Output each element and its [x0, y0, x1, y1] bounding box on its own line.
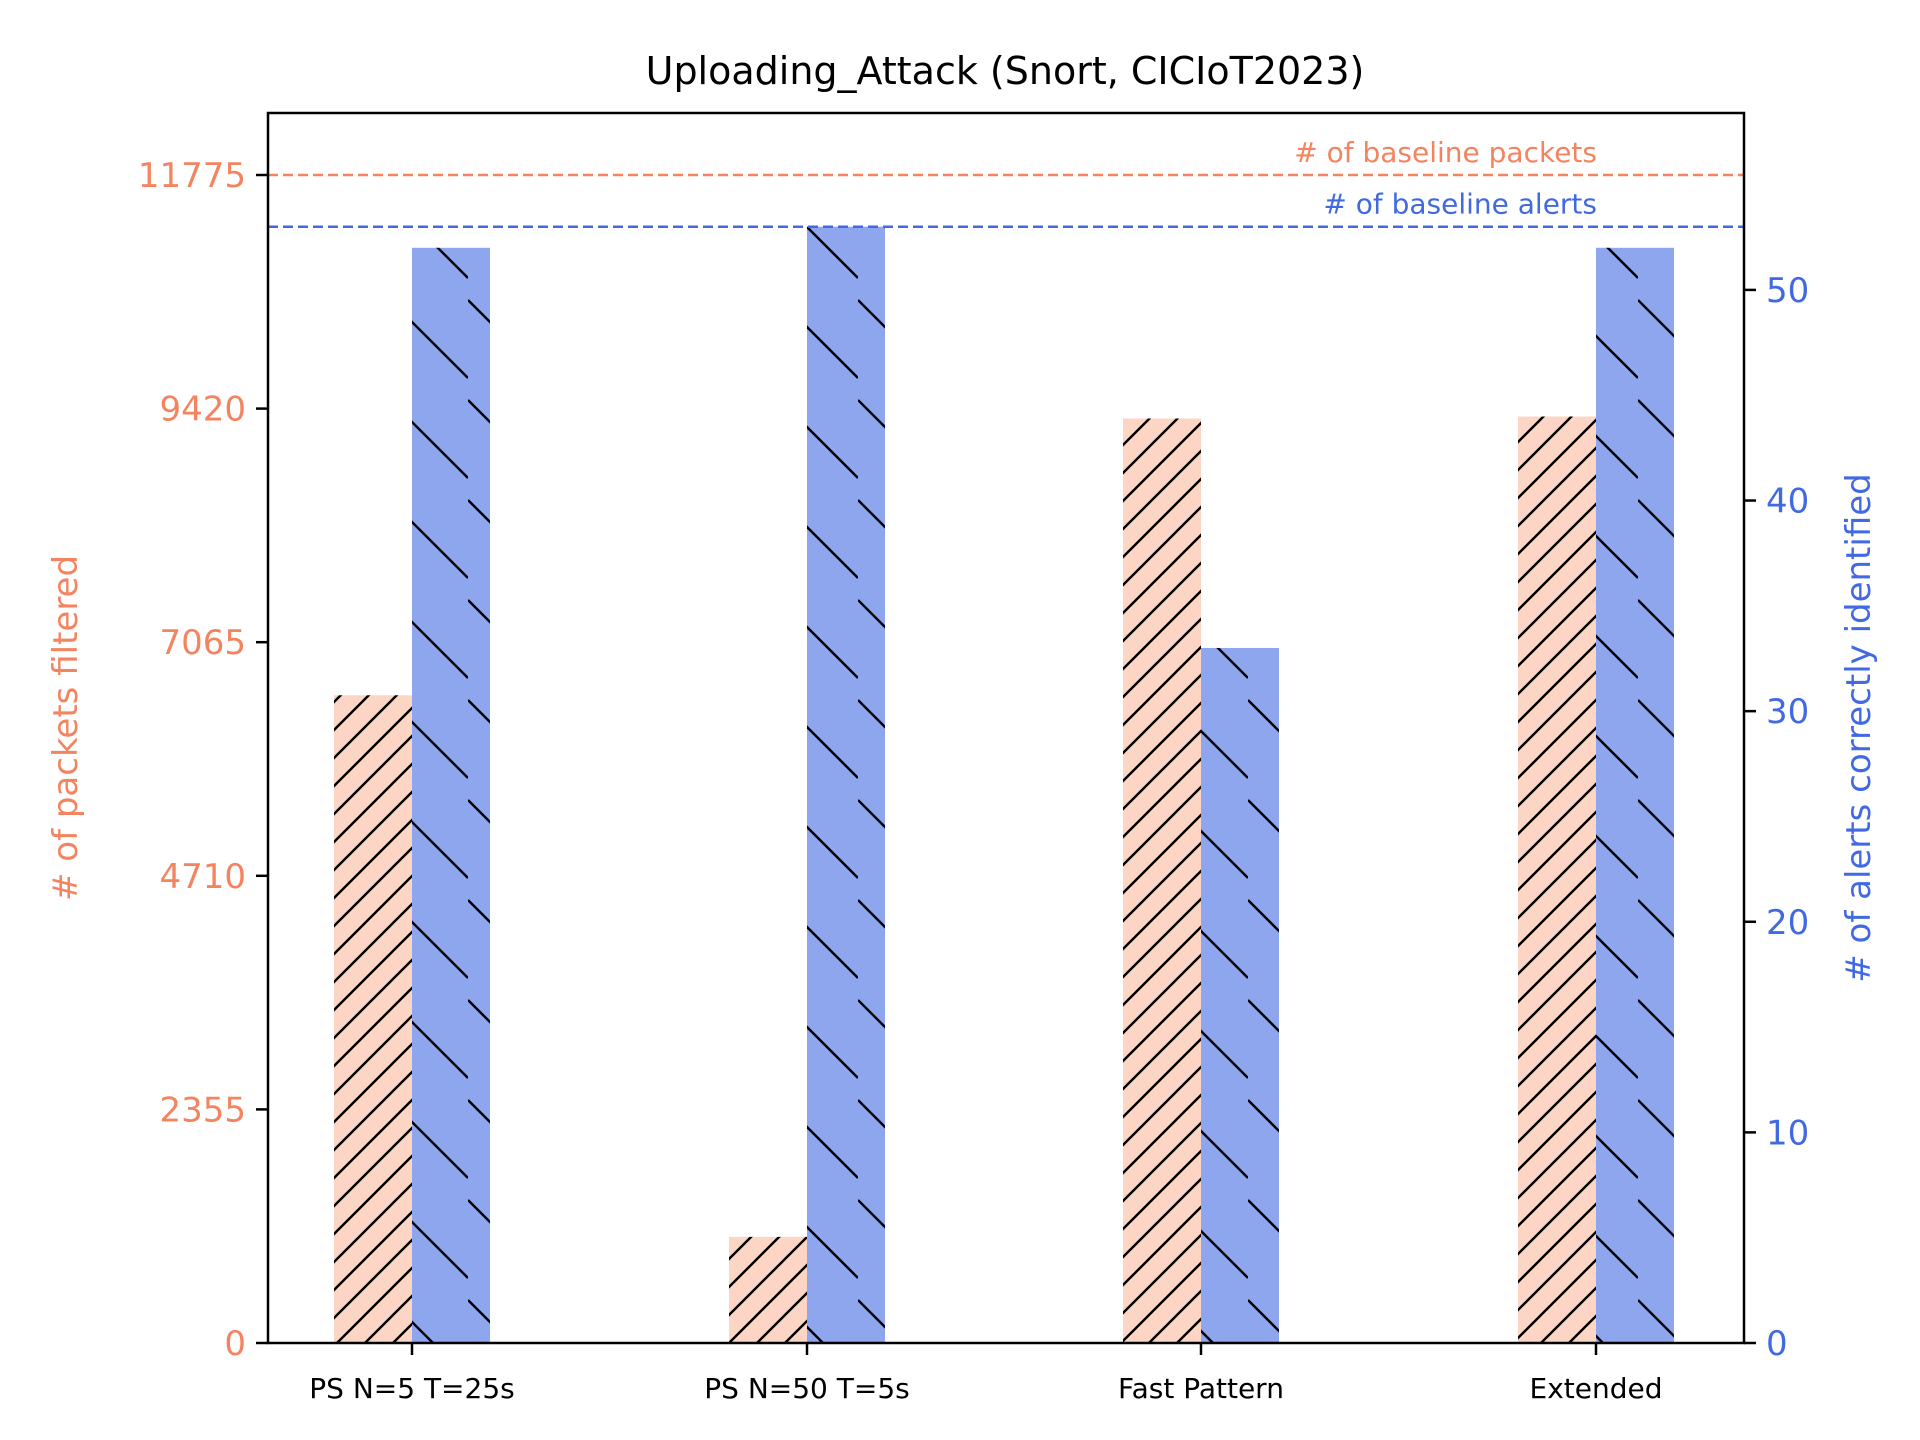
- x-tick-label: Fast Pattern: [1118, 1372, 1284, 1405]
- bar-hatch-alerts-2: [807, 226, 885, 1343]
- bar-hatch-packets-4: [1518, 416, 1596, 1344]
- right-tick-label: 10: [1766, 1113, 1809, 1153]
- left-tick-label: 9420: [159, 390, 246, 430]
- reference-line-label-1: # of baseline packets: [1294, 136, 1597, 169]
- left-tick-label: 2355: [159, 1090, 246, 1130]
- left-axis-ticks: 0 2355 4710 7065 9420 11775: [138, 156, 268, 1364]
- right-axis-label: # of alerts correctly identified: [1839, 473, 1879, 983]
- chart-title: Uploading_Attack (Snort, CICIoT2023): [646, 49, 1365, 93]
- reference-lines: # of baseline packets # of baseline alert…: [268, 136, 1744, 228]
- right-tick-label: 20: [1766, 903, 1809, 943]
- bar-hatch-alerts-3: [1201, 647, 1279, 1343]
- left-tick-label: 11775: [138, 156, 246, 196]
- x-tick-label: PS N=5 T=25s: [309, 1372, 514, 1405]
- right-tick-label: 50: [1766, 271, 1809, 311]
- bar-hatch-alerts-1: [412, 247, 490, 1343]
- right-tick-label: 40: [1766, 482, 1809, 522]
- x-tick-label: Extended: [1530, 1372, 1663, 1405]
- bar-hatch-alerts-4: [1596, 247, 1674, 1343]
- left-axis-label: # of packets filtered: [46, 555, 86, 901]
- right-tick-label: 0: [1766, 1324, 1788, 1364]
- reference-line-label-2: # of baseline alerts: [1323, 188, 1597, 221]
- x-tick-label: PS N=50 T=5s: [704, 1372, 909, 1405]
- bars: [334, 226, 1674, 1344]
- bar-hatch-packets-3: [1123, 418, 1201, 1344]
- left-tick-label: 0: [224, 1324, 246, 1364]
- bar-hatch-packets-2: [729, 1236, 807, 1343]
- plot-frame: [266, 111, 1746, 1345]
- left-tick-label: 7065: [159, 623, 246, 663]
- right-tick-label: 30: [1766, 692, 1809, 732]
- bar-hatch-packets-1: [334, 695, 412, 1343]
- left-tick-label: 4710: [159, 857, 246, 897]
- x-axis-ticks: PS N=5 T=25s PS N=50 T=5s Fast Pattern Exte…: [309, 1343, 1663, 1405]
- right-axis-ticks: 0 10 20 30 40 50: [1744, 271, 1809, 1364]
